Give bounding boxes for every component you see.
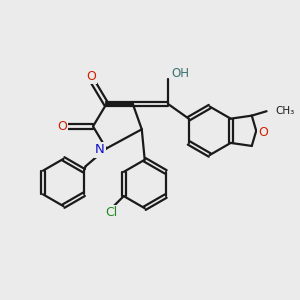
Text: O: O	[87, 70, 97, 83]
Text: N: N	[95, 143, 105, 157]
Text: OH: OH	[171, 67, 189, 80]
Text: Cl: Cl	[105, 206, 117, 219]
Text: O: O	[58, 120, 68, 133]
Text: CH₃: CH₃	[275, 106, 295, 116]
Text: O: O	[258, 126, 268, 139]
